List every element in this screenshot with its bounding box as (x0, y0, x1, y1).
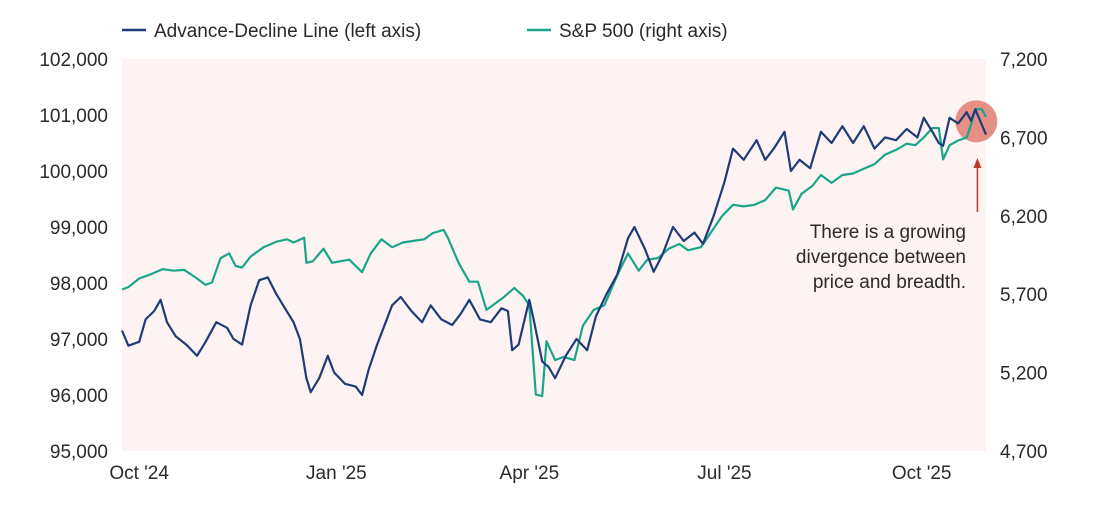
left-tick-label: 101,000 (39, 106, 108, 127)
x-tick-label: Apr '25 (500, 463, 560, 484)
left-tick-label: 97,000 (50, 330, 108, 351)
highlight-layer (955, 100, 998, 143)
x-axis: Oct '24 Jan '25 Apr '25 Jul '25 Oct '25 (109, 463, 951, 484)
right-tick-label: 6,700 (1000, 128, 1048, 149)
left-tick-label: 102,000 (39, 50, 108, 71)
right-tick-label: 4,700 (1000, 442, 1048, 463)
right-tick-label: 5,700 (1000, 285, 1048, 306)
legend-label-advance-decline: Advance-Decline Line (left axis) (154, 21, 421, 42)
x-tick-label: Oct '25 (892, 463, 952, 484)
annotation-line-2: divergence between (796, 247, 966, 268)
left-axis: 95,000 96,000 97,000 98,000 99,000 100,000 101… (39, 50, 108, 463)
left-tick-label: 100,000 (39, 162, 108, 183)
right-axis: 4,700 5,200 5,700 6,200 6,700 7,200 (1000, 50, 1048, 463)
right-tick-label: 6,200 (1000, 207, 1048, 228)
x-tick-label: Oct '24 (109, 463, 169, 484)
annotation-arrowhead (973, 158, 982, 168)
x-tick-label: Jul '25 (697, 463, 751, 484)
annotation: There is a growing divergence between pr… (796, 158, 982, 293)
annotation-line-1: There is a growing (810, 222, 966, 243)
plot-background (122, 59, 986, 451)
legend-label-sp500: S&P 500 (right axis) (559, 21, 728, 42)
left-tick-label: 98,000 (50, 274, 108, 295)
series-line-advance-decline (120, 108, 988, 397)
divergence-highlight (955, 100, 998, 143)
x-tick-label: Jan '25 (306, 463, 367, 484)
left-tick-label: 96,000 (50, 386, 108, 407)
left-tick-label: 95,000 (50, 442, 108, 463)
right-tick-label: 7,200 (1000, 50, 1048, 71)
right-tick-label: 5,200 (1000, 364, 1048, 385)
annotation-line-3: price and breadth. (813, 272, 966, 293)
series-line-sp500 (121, 108, 987, 398)
series-layer (120, 108, 988, 398)
legend: Advance-Decline Line (left axis) S&P 500… (122, 21, 728, 42)
left-tick-label: 99,000 (50, 218, 108, 239)
